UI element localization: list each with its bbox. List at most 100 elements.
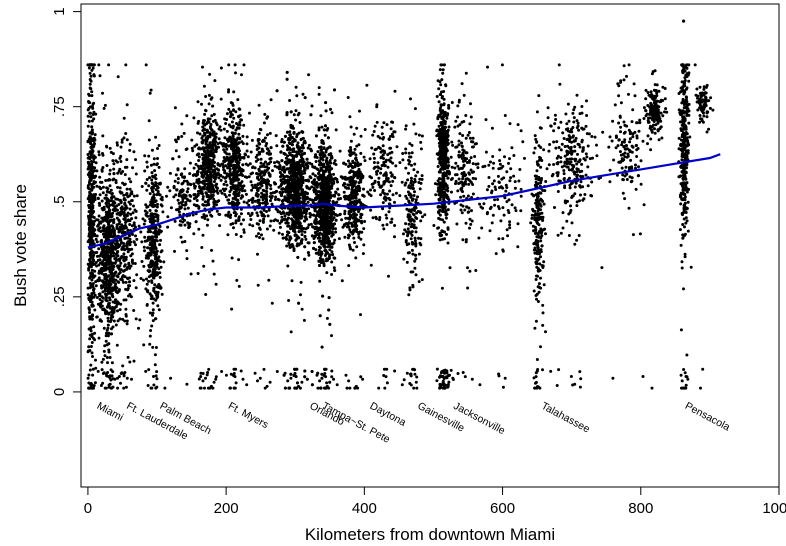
scatter-point xyxy=(153,317,157,321)
scatter-point xyxy=(297,230,301,234)
scatter-point xyxy=(103,103,107,107)
scatter-point xyxy=(291,245,295,248)
scatter-point xyxy=(152,383,156,387)
scatter-point xyxy=(299,137,303,141)
scatter-point xyxy=(196,164,200,168)
scatter-point xyxy=(206,218,210,222)
scatter-point xyxy=(128,142,132,146)
scatter-point xyxy=(260,170,264,174)
scatter-point xyxy=(217,145,220,149)
scatter-point xyxy=(255,234,258,238)
scatter-point xyxy=(200,166,204,170)
scatter-point xyxy=(129,180,133,184)
scatter-point xyxy=(249,218,253,221)
scatter-point xyxy=(128,276,131,280)
scatter-point xyxy=(150,171,154,175)
scatter-point xyxy=(160,249,164,253)
scatter-point xyxy=(279,150,283,154)
scatter-point xyxy=(214,174,218,178)
scatter-point xyxy=(92,275,96,279)
scatter-point xyxy=(104,311,108,315)
scatter-point xyxy=(207,143,211,147)
scatter-point xyxy=(150,279,154,283)
scatter-point xyxy=(96,218,100,222)
scatter-point xyxy=(229,213,233,217)
scatter-point xyxy=(337,237,341,241)
scatter-point xyxy=(128,284,132,288)
scatter-point xyxy=(91,250,95,254)
scatter-point xyxy=(237,178,241,181)
scatter-point xyxy=(197,377,201,381)
scatter-point xyxy=(298,225,302,229)
scatter-point xyxy=(185,114,189,118)
scatter-point xyxy=(224,176,228,179)
scatter-point xyxy=(122,242,126,246)
scatter-point xyxy=(103,344,107,348)
scatter-point xyxy=(91,373,95,377)
scatter-point xyxy=(287,197,291,201)
scatter-point xyxy=(285,221,289,225)
scatter-point xyxy=(235,198,239,202)
scatter-point xyxy=(228,216,232,219)
scatter-point xyxy=(144,256,148,260)
scatter-point xyxy=(121,364,125,368)
scatter-point xyxy=(263,136,267,140)
scatter-point xyxy=(281,236,285,240)
scatter-point xyxy=(114,270,118,274)
scatter-point xyxy=(301,178,305,182)
scatter-point xyxy=(97,292,101,296)
scatter-point xyxy=(145,188,149,192)
scatter-point xyxy=(186,187,190,191)
scatter-point xyxy=(185,257,189,261)
scatter-point xyxy=(92,144,96,148)
scatter-point xyxy=(110,192,114,196)
scatter-point xyxy=(242,63,246,67)
scatter-point xyxy=(120,140,124,144)
scatter-point xyxy=(86,376,90,380)
scatter-point xyxy=(153,169,157,173)
scatter-point xyxy=(88,135,92,139)
scatter-point xyxy=(223,193,227,196)
scatter-point xyxy=(119,238,123,242)
scatter-point xyxy=(256,175,260,179)
scatter-point xyxy=(108,374,112,378)
scatter-point xyxy=(232,131,236,135)
scatter-point xyxy=(293,208,297,211)
scatter-point xyxy=(87,373,91,377)
scatter-point xyxy=(194,220,198,224)
scatter-point xyxy=(155,385,159,389)
scatter-point xyxy=(286,379,290,383)
scatter-point xyxy=(269,219,273,223)
scatter-point xyxy=(107,302,110,306)
scatter-point xyxy=(90,68,94,72)
scatter-point xyxy=(239,369,243,373)
scatter-point xyxy=(177,192,181,196)
scatter-point xyxy=(303,191,307,195)
scatter-point xyxy=(88,71,92,75)
scatter-point xyxy=(123,213,127,217)
scatter-point xyxy=(313,165,317,169)
scatter-point xyxy=(134,243,137,247)
scatter-point xyxy=(128,207,132,211)
scatter-point xyxy=(99,220,103,224)
scatter-point xyxy=(99,187,103,191)
scatter-point xyxy=(228,193,231,197)
scatter-point xyxy=(151,311,155,315)
scatter-point xyxy=(104,236,108,240)
scatter-point xyxy=(130,258,134,262)
scatter-point xyxy=(157,193,161,197)
scatter-point xyxy=(122,116,126,120)
scatter-point xyxy=(125,319,129,323)
scatter-point xyxy=(208,134,212,138)
scatter-point xyxy=(234,219,238,223)
scatter-point xyxy=(105,186,109,190)
scatter-point xyxy=(87,101,91,104)
scatter-point xyxy=(262,121,266,125)
scatter-point xyxy=(179,201,183,205)
scatter-point xyxy=(103,354,107,358)
scatter-point xyxy=(128,248,132,252)
scatter-point xyxy=(139,277,143,280)
scatter-point xyxy=(227,152,231,156)
scatter-point xyxy=(145,254,149,258)
scatter-point xyxy=(182,131,186,135)
